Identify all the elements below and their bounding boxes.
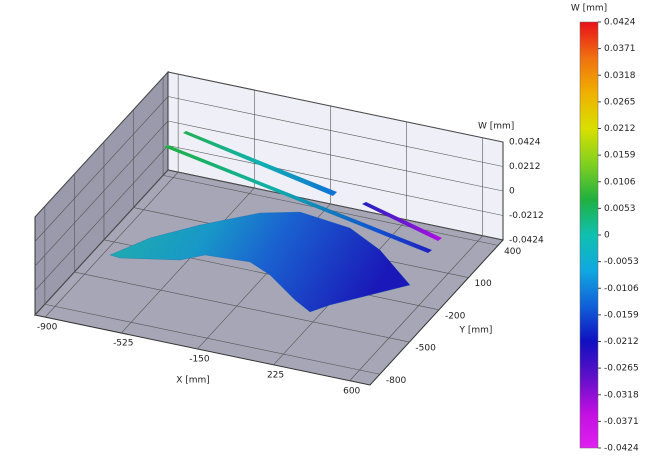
surfaces [109,131,442,313]
colorbar-tick-label: 0.0371 [604,44,636,54]
colorbar [579,21,599,449]
grid-line [167,169,504,241]
colorbar-tick-label: -0.0053 [604,257,639,267]
colorbar-tick-label: -0.0371 [604,417,639,427]
grid-line [34,71,169,218]
colorbar-tick-label: 0 [604,231,610,241]
z-axis-label: W [mm] [478,122,514,132]
z-tick-label: -0.0424 [509,236,544,246]
grid-line [34,145,169,291]
grid-line [74,271,410,343]
grid-line [34,169,169,316]
colorbar-tick-label: 0.0159 [604,151,636,161]
y-tick-label: 100 [475,279,492,289]
plot-box [34,70,504,386]
colorbar-tick-label: -0.0212 [604,337,639,347]
grid-line [167,71,504,143]
y-tick-label: -800 [386,376,407,386]
colorbar-tick-label: 0.0424 [604,18,636,28]
grid-line [34,120,169,267]
surface-strip [183,131,337,196]
colorbar-tick-label: 0.0265 [604,97,636,107]
y-axis-label: Y [mm] [459,326,493,336]
colorbar-tick-label: -0.0424 [604,444,639,454]
colorbar-tick-label: -0.0265 [604,364,639,374]
grid-line [44,171,179,318]
y-tick-label: 400 [504,247,521,257]
surface-strip [164,145,432,253]
colorbar-tick-label: 0.0106 [604,177,636,187]
z-tick-label: 0.0424 [509,138,541,148]
labels: -900 -525 -150 225 600 -800 -500 -200 100 400 0.04… [37,138,544,397]
colorbar-tick-label: 0.0212 [604,124,636,134]
x-tick-label: -900 [37,323,58,333]
z-tick-label: 0 [509,187,515,197]
z-tick-label: 0.0212 [509,162,541,172]
grid-line [349,235,483,381]
surface-strip [362,202,442,241]
colorbar-tick-label: -0.0106 [604,284,639,294]
grid-line [44,303,380,375]
z-tick-label: -0.0212 [509,211,544,221]
colorbar-tick-label: -0.0159 [604,310,639,320]
colorbar-tick-label: 0.0053 [604,204,636,214]
x-tick-label: -525 [113,339,133,349]
colorbar-tick-label: -0.0318 [604,390,639,400]
grid-line [167,96,504,167]
colorbar-tick-label: 0.0318 [604,71,636,81]
x-tick-label: -150 [189,354,210,364]
grid-line [167,120,504,192]
y-tick-label: -500 [415,344,436,354]
x-axis-label: X [mm] [176,376,210,386]
x-tick-label: 225 [267,370,284,380]
y-tick-label: -200 [445,311,466,321]
colorbar-title: W [mm] [571,4,607,14]
grid-line [121,187,255,334]
surface [109,211,411,313]
grid-line [34,96,169,242]
x-tick-label: 600 [343,386,360,396]
grid-line [167,145,504,216]
